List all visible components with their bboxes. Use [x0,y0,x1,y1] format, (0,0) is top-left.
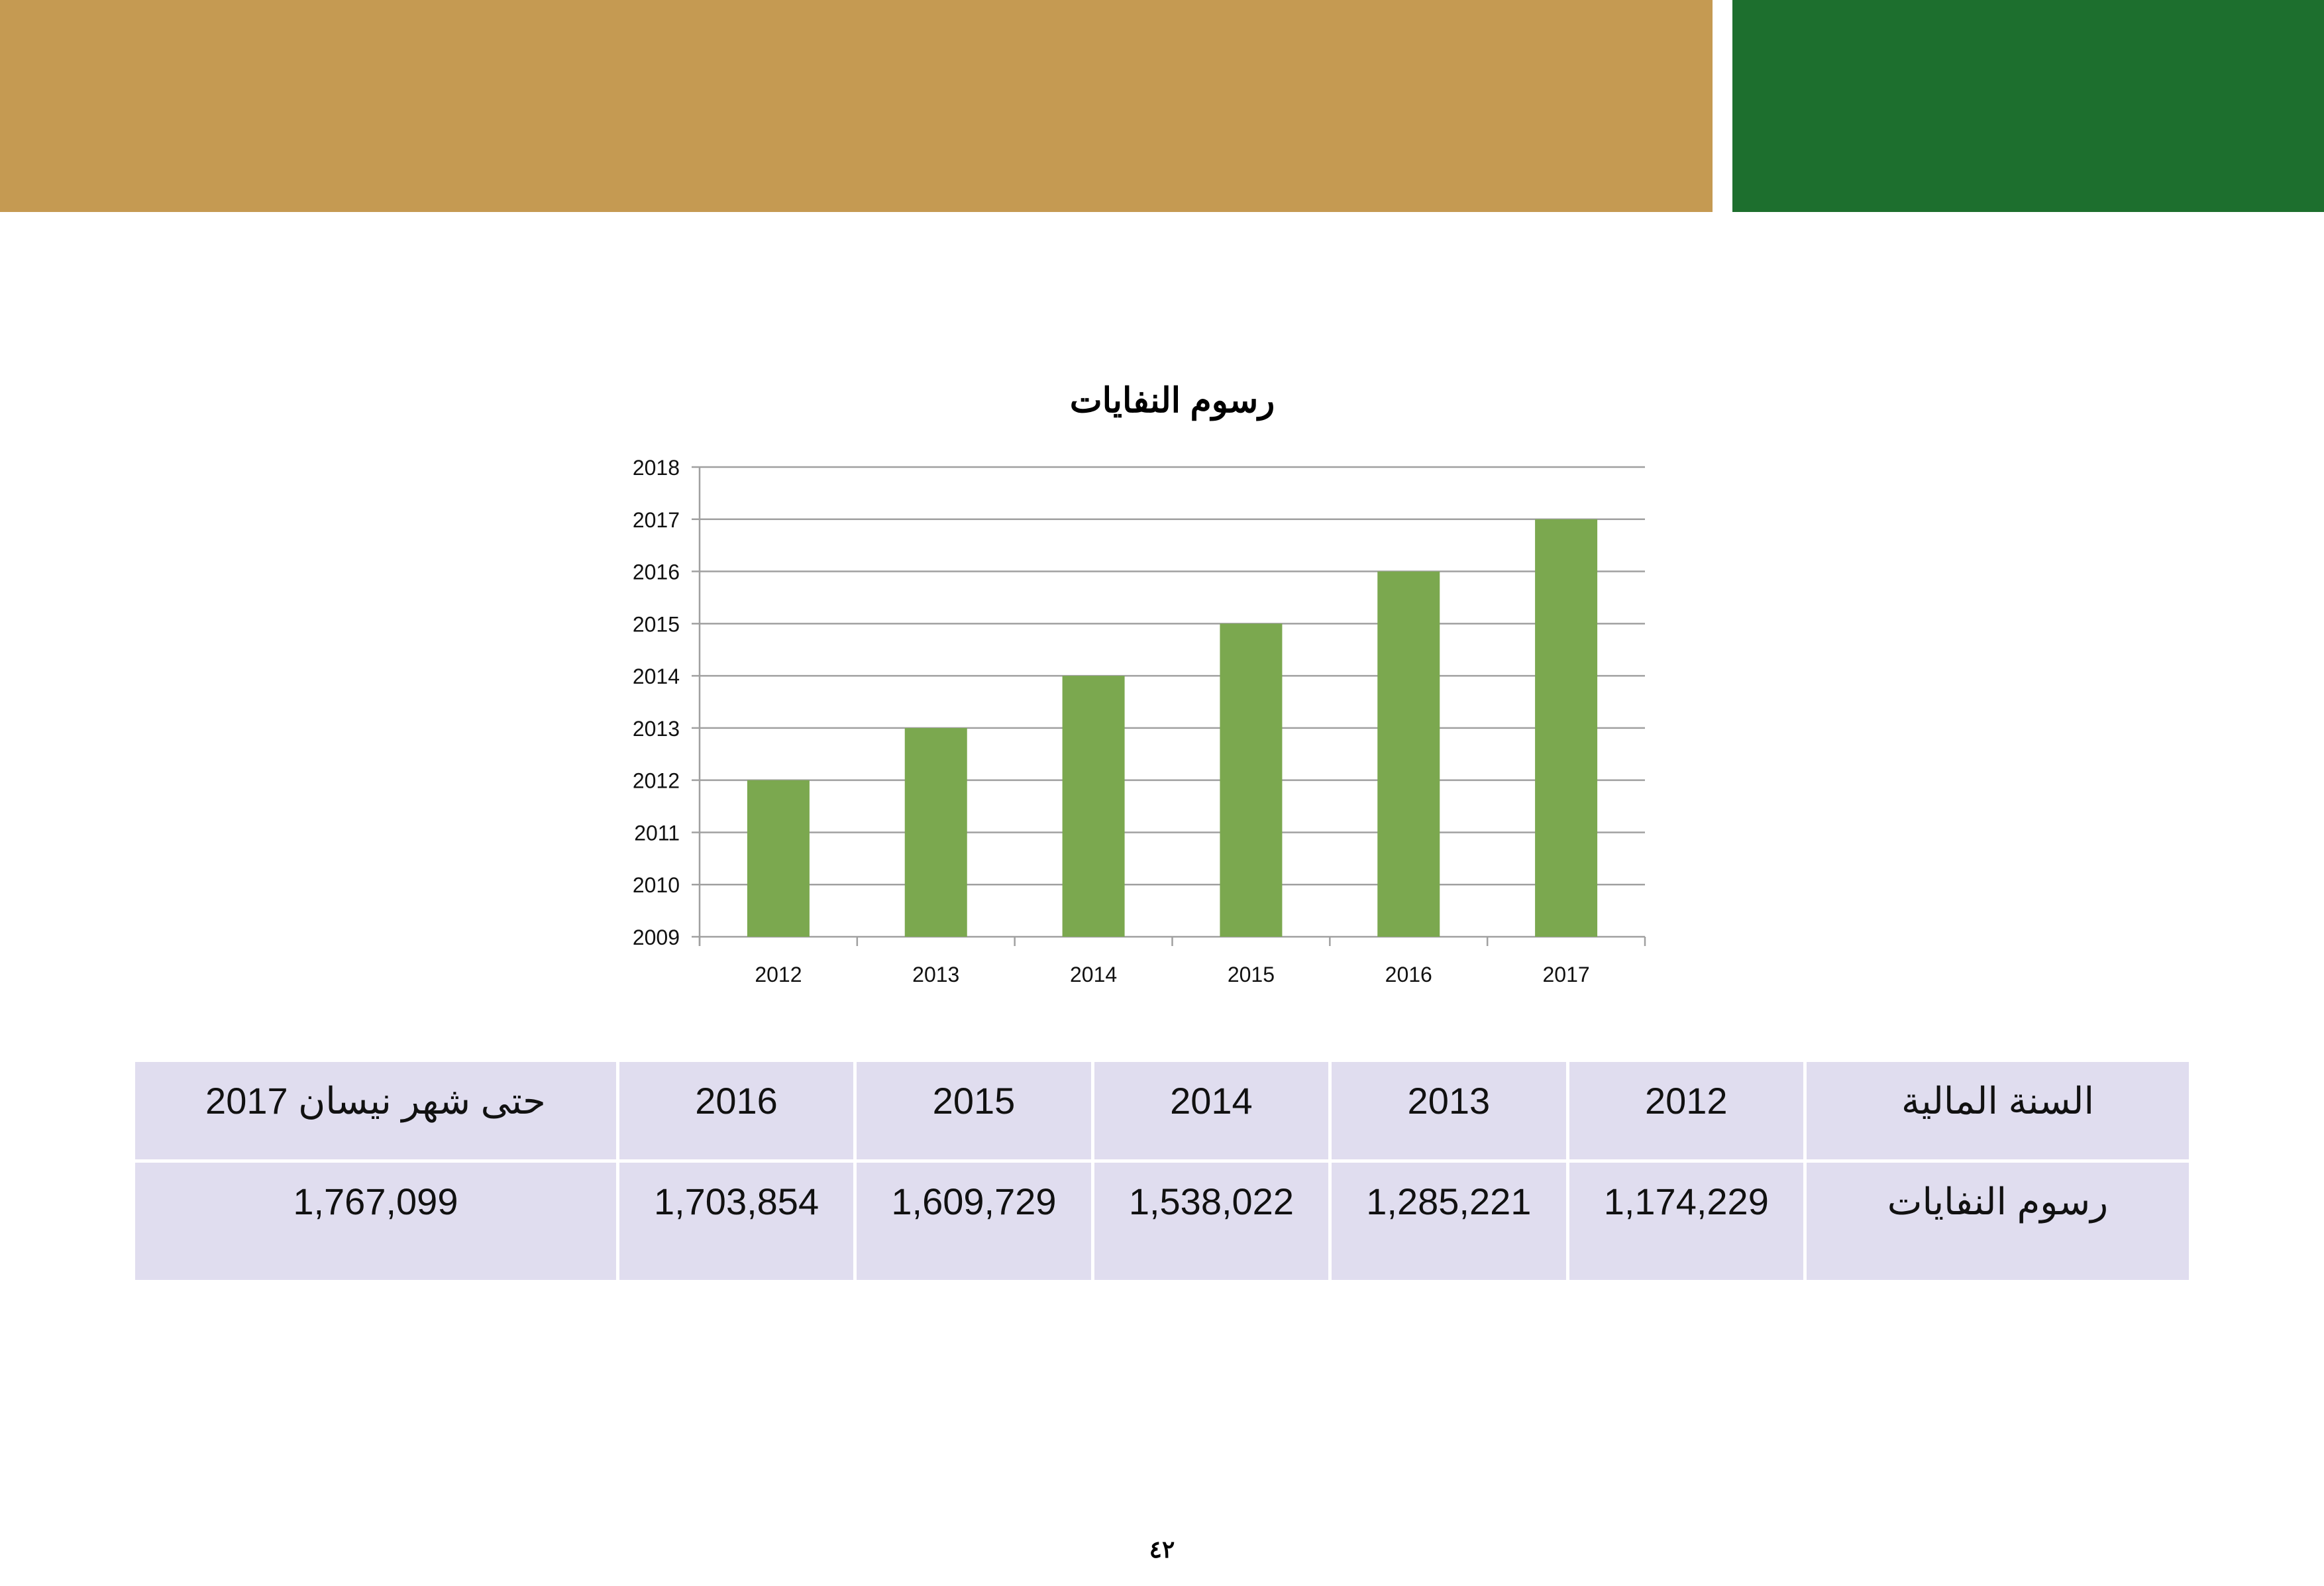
table-cell: 1,538,022 [1094,1163,1329,1280]
y-tick-label: 2011 [634,821,680,845]
header-band-green [1732,0,2324,212]
table-cell: 1,703,854 [619,1163,854,1280]
bar [1535,519,1598,937]
table-cell: 2016 [619,1062,854,1159]
y-tick-label: 2014 [633,664,680,688]
table-cell: 1,174,229 [1569,1163,1803,1280]
chart-title: رسوم النفايات [1069,382,1275,420]
table-cell: 1,609,729 [857,1163,1091,1280]
table-cell: 2015 [857,1062,1091,1159]
y-tick-label: 2010 [633,873,680,897]
y-tick-label: 2012 [633,769,680,793]
table-cell: 2013 [1332,1062,1566,1159]
y-tick-label: 2015 [633,612,680,636]
x-tick-label: 2012 [755,963,802,986]
x-tick-label: 2014 [1070,963,1117,986]
x-tick-label: 2016 [1385,963,1432,986]
bar [1377,571,1440,937]
table-cell: السنة المالية [1807,1062,2189,1159]
table-cell: 2012 [1569,1062,1803,1159]
table-cell: رسوم النفايات [1807,1163,2189,1280]
table-cell: 1,767,099 [135,1163,616,1280]
table-cell: 2014 [1094,1062,1329,1159]
y-tick-label: 2016 [633,560,680,584]
bar [1220,623,1283,937]
bar [904,727,967,937]
table-cell: حتى شهر نيسان 2017 [135,1062,616,1159]
y-tick-label: 2009 [633,925,680,949]
page-number: ٤٢ [1149,1536,1175,1563]
bar [747,780,810,937]
x-tick-label: 2013 [912,963,959,986]
table-cell: 1,285,221 [1332,1163,1566,1280]
y-tick-label: 2017 [633,508,680,532]
header-band-tan [0,0,1713,212]
y-tick-label: 2013 [633,717,680,741]
table-row: رسوم النفايات 1,174,229 1,285,221 1,538,… [135,1163,2189,1280]
fees-table: السنة المالية 2012 2013 2014 2015 2016 ح… [132,1059,2192,1283]
x-tick-label: 2015 [1228,963,1275,986]
x-tick-label: 2017 [1542,963,1589,986]
y-tick-label: 2018 [633,456,680,480]
bar [1062,676,1125,937]
bar-chart: 2009 2010 2011 2012 2013 2014 2015 2016 2017 2018… [633,456,1646,986]
table-header-row: السنة المالية 2012 2013 2014 2015 2016 ح… [135,1062,2189,1159]
